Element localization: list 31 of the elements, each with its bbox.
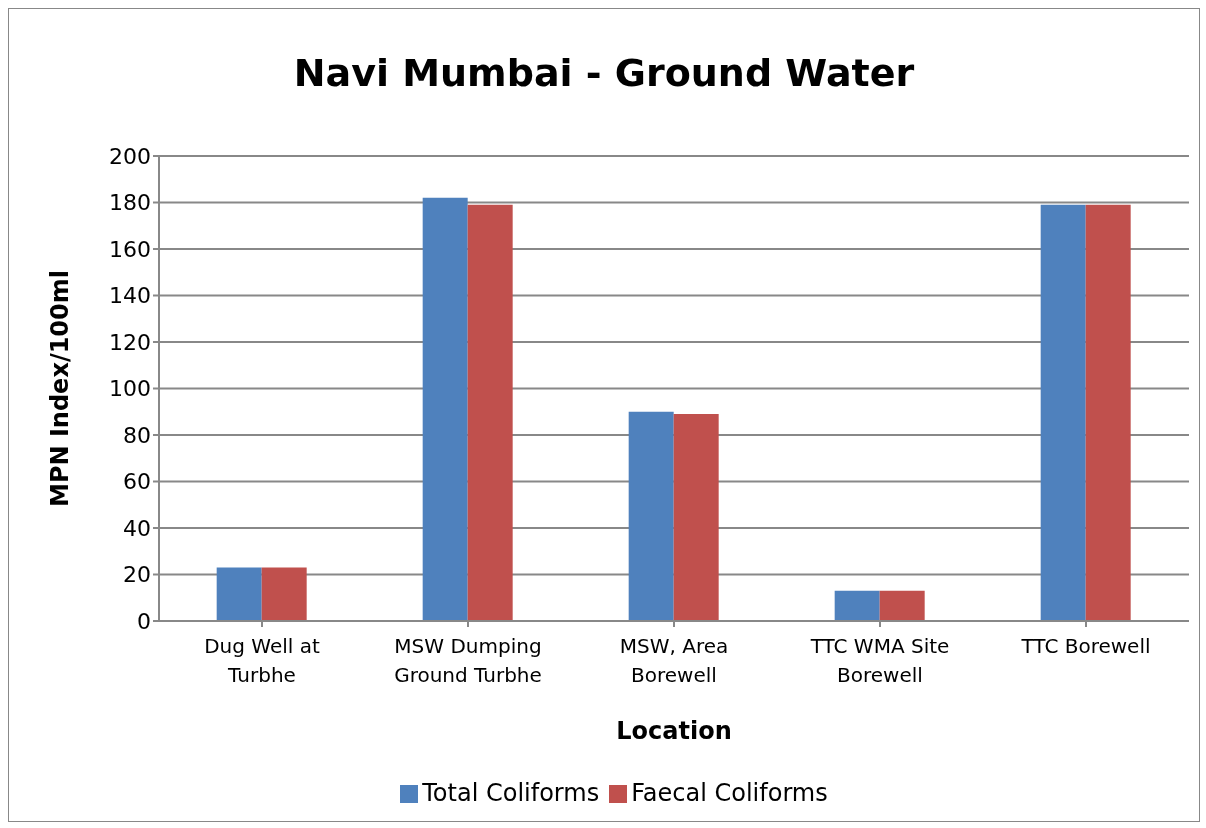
bar (1040, 204, 1086, 621)
y-axis-title: MPN Index/100ml (45, 270, 74, 507)
x-tick-label: Dug Well at Turbhe (204, 634, 320, 687)
x-tick-label: MSW, Area Borewell (619, 634, 729, 687)
y-tick-label: 140 (109, 283, 151, 309)
bar (261, 567, 307, 621)
bar (834, 590, 880, 621)
y-tick-label: 40 (123, 515, 151, 541)
bar (467, 204, 513, 621)
bar (1085, 204, 1131, 621)
y-tick-label: 180 (109, 190, 151, 216)
y-tick-label: 100 (109, 376, 151, 402)
y-tick-label: 160 (109, 236, 151, 262)
y-tick-label: 20 (123, 562, 151, 588)
chart-title: Navi Mumbai - Ground Water (292, 51, 916, 95)
y-tick-label: 200 (109, 143, 151, 169)
x-tick-label: MSW Dumping Ground Turbhe (394, 634, 542, 687)
bar (422, 197, 468, 621)
x-axis-title: Location (616, 717, 732, 745)
x-tick-label: TTC WMA Site Borewell (809, 634, 950, 687)
bar (628, 411, 674, 621)
legend-label: Total Coliforms (422, 779, 600, 807)
bar (879, 590, 925, 621)
y-tick-label: 120 (109, 329, 151, 355)
legend-label: Faecal Coliforms (631, 779, 828, 807)
y-tick-label: 80 (123, 422, 151, 448)
x-tick-label: TTC Borewell (1020, 634, 1151, 658)
bar (673, 414, 719, 621)
y-tick-label: 60 (123, 469, 151, 495)
y-tick-label: 0 (137, 608, 151, 634)
bar (216, 567, 262, 621)
